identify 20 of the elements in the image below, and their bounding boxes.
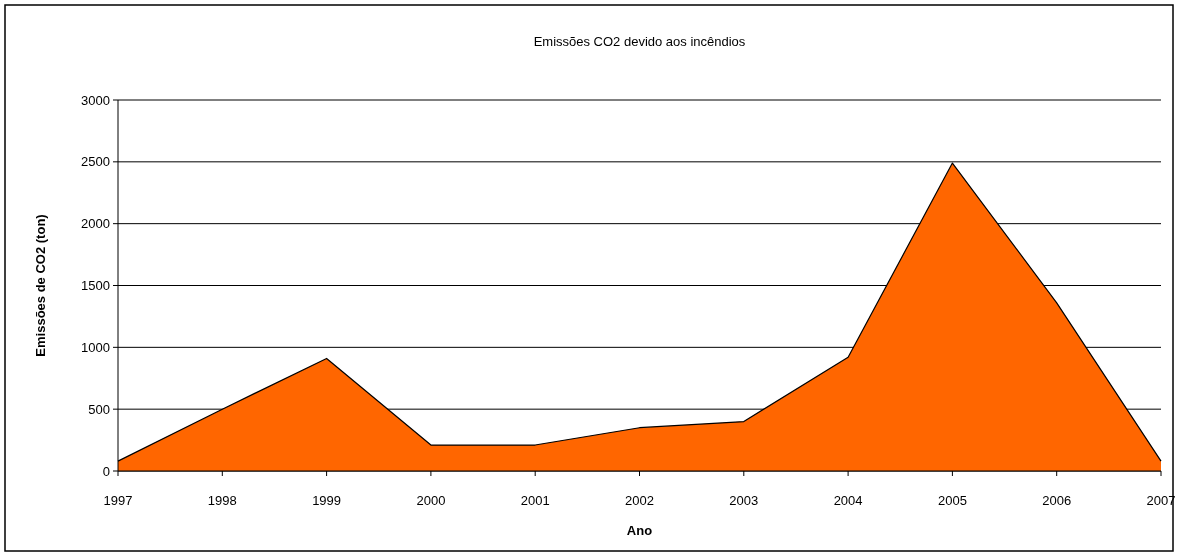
y-tick-label: 1000 [81,339,110,355]
x-axis-title: Ano [626,523,653,538]
y-tick-label: 500 [88,401,110,417]
y-tick-label: 2000 [81,216,110,232]
x-tick-label: 2000 [416,493,446,508]
y-tick-label: 0 [102,463,110,479]
y-axis-title: Emissões de CO2 (ton) [32,214,48,357]
y-tick-label: 3000 [81,92,110,108]
x-tick-label: 2006 [1042,493,1072,508]
x-tick-label: 2001 [520,493,550,508]
x-tick-label: 1998 [207,493,237,508]
x-tick-label: 1999 [312,493,342,508]
y-tick-label: 2500 [81,154,110,170]
chart-title: Emissões CO2 devido aos incêndios [533,34,746,49]
x-tick-label: 2004 [833,493,863,508]
x-tick-label: 2003 [729,493,759,508]
x-tick-label: 2005 [937,493,967,508]
y-tick-label: 1500 [81,278,110,294]
x-tick-label: 1997 [103,493,133,508]
x-tick-label: 2002 [625,493,654,508]
